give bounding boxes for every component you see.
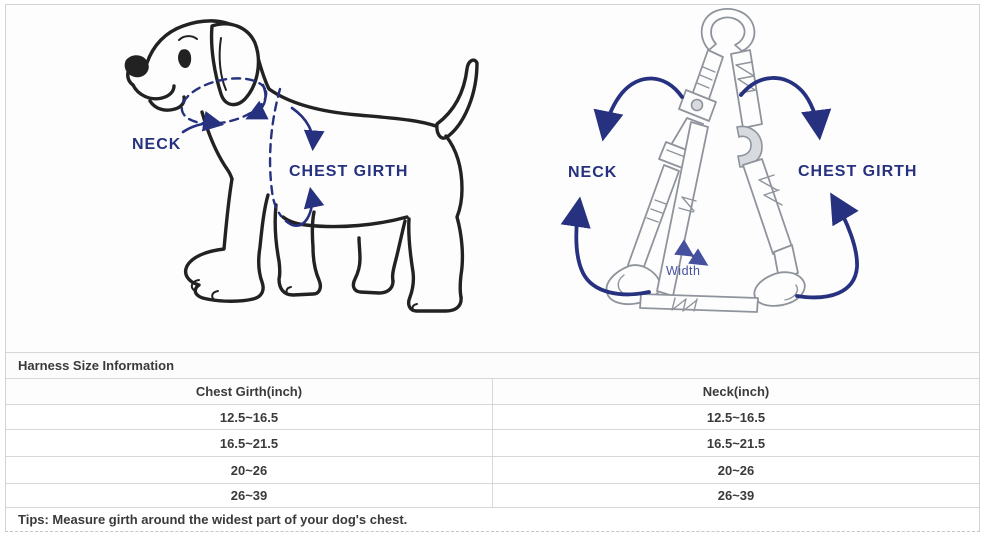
table-row: 20~26 20~26: [6, 456, 979, 483]
chest-girth-value: 12.5~16.5: [219, 409, 279, 425]
harness-drawing: [605, 8, 806, 313]
dog-chest-girth-label: CHEST GIRTH: [289, 163, 408, 180]
table-row: 16.5~21.5 16.5~21.5: [6, 429, 979, 456]
size-table: Harness Size Information Chest Girth(inc…: [6, 352, 979, 531]
width-arrow: [674, 239, 709, 266]
neck-value: 20~26: [492, 457, 979, 483]
chest-girth-value: 26~39: [230, 488, 268, 503]
table-caption: Harness Size Information: [6, 352, 979, 378]
harness-neck-arrow-top: [593, 76, 684, 142]
illustration-area: NECK CHEST GIRTH: [6, 5, 979, 352]
chest-down-arrow: [290, 106, 325, 152]
harness-chest-girth-label: CHEST GIRTH: [798, 163, 917, 180]
chest-girth-dashed-line: [268, 87, 283, 218]
harness-chest-arrow-top: [739, 76, 832, 141]
dog-outline: [124, 19, 479, 313]
table-tips: Tips: Measure girth around the widest pa…: [6, 507, 979, 531]
dog-measure-marks: NECK CHEST GIRTH: [132, 77, 408, 227]
neck-value: 26~39: [492, 484, 979, 507]
harness-chest-arrow-bottom: [795, 192, 859, 300]
harness-measure-marks: NECK CHEST GIRTH Width: [560, 76, 917, 300]
neck-value: 12.5~16.5: [492, 405, 979, 429]
harness-d-ring: [736, 125, 763, 168]
neck-arrow: [181, 110, 225, 134]
image-frame: NECK CHEST GIRTH: [5, 4, 980, 532]
neck-value: 16.5~21.5: [492, 430, 979, 456]
column-header-neck: Neck(inch): [492, 379, 979, 404]
dog-tail: [435, 58, 479, 140]
chest-girth-value: 20~26: [230, 462, 268, 478]
harness-handle: [700, 8, 756, 52]
harness-neck-label: NECK: [568, 164, 617, 181]
harness-neck-arrow-bottom: [560, 196, 651, 297]
chest-up-arrow: [284, 186, 325, 227]
dog-nose: [124, 55, 149, 78]
column-header-chest-girth: Chest Girth(inch): [195, 384, 303, 399]
table-row: 12.5~16.5 12.5~16.5: [6, 404, 979, 429]
table-row: 26~39 26~39: [6, 483, 979, 507]
harness-width-label: Width: [666, 264, 700, 278]
dog-neck-label: NECK: [132, 136, 181, 153]
harness-measure-illustration: NECK CHEST GIRTH Width: [560, 8, 917, 313]
neck-curl-arrow: [245, 83, 269, 120]
dog-measure-illustration: NECK CHEST GIRTH: [124, 19, 479, 313]
chest-girth-value: 16.5~21.5: [219, 435, 279, 451]
dog-eye: [178, 49, 192, 69]
table-header-row: Chest Girth(inch) Neck(inch): [6, 378, 979, 404]
dog-ear: [209, 22, 261, 107]
